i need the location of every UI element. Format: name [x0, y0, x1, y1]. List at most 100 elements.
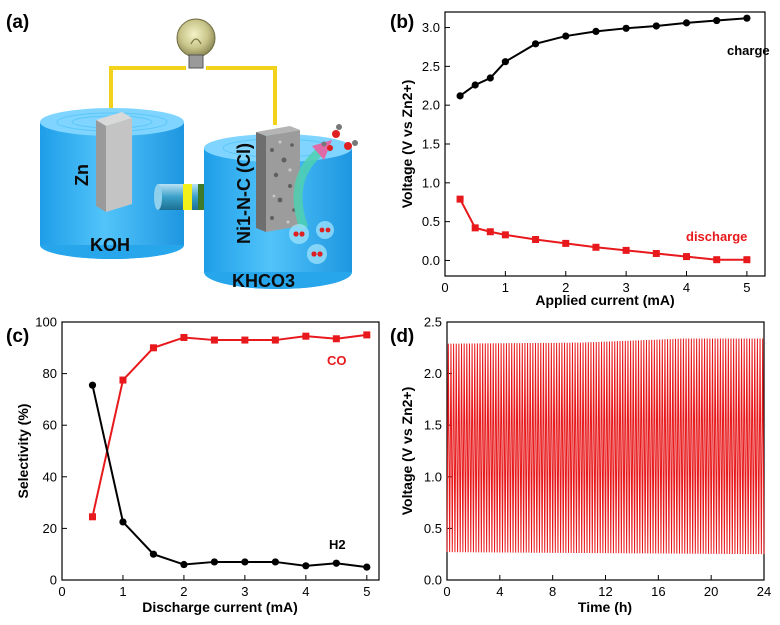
data-point [241, 336, 249, 344]
data-point [332, 559, 340, 567]
y-tick-label: 2.5 [424, 315, 442, 330]
series-label-charge: charge [727, 43, 770, 58]
data-point [149, 550, 158, 558]
x-tick-label: 8 [549, 584, 556, 599]
y-tick-label: 0.0 [424, 573, 442, 588]
data-point [501, 231, 509, 239]
data-point [562, 32, 570, 40]
data-point [532, 236, 540, 244]
data-point [486, 228, 494, 236]
y-tick-label: 100 [35, 315, 57, 330]
co2-bubble-icon [289, 221, 334, 264]
x-tick-label: 2 [180, 584, 187, 599]
x-tick-label: 1 [119, 584, 126, 599]
data-point [592, 27, 600, 36]
series-label-h2: H2 [329, 537, 346, 552]
x-tick-label: 2 [562, 280, 569, 295]
x-tick-label: 5 [363, 584, 370, 599]
y-tick-label: 0.5 [422, 214, 440, 229]
x-tick-label: 1 [502, 280, 509, 295]
x-tick-label: 4 [683, 280, 690, 295]
y-tick-label: 0.0 [422, 253, 440, 268]
plot-frame-c [61, 321, 380, 581]
data-point [332, 335, 340, 343]
data-point [622, 24, 630, 32]
data-point [501, 58, 509, 66]
y-tick-label: 80 [43, 366, 57, 381]
x-tick-label: 0 [58, 584, 65, 599]
data-point [271, 336, 279, 344]
data-point [456, 195, 464, 203]
plot-area-d [446, 338, 765, 555]
panel-b: (b) 0 1 2 3 4 5 0.0 0.5 1.0 1.5 2.0 2.5 3.0 Applied … [390, 11, 770, 308]
zinc-electrode [96, 112, 132, 212]
reaction-arrow-icon [293, 140, 332, 230]
plot-area-c [88, 331, 371, 571]
y-tick-label: 1.5 [424, 418, 442, 433]
panel-label-b: (b) [390, 12, 414, 33]
cathode-label: Ni1-N-C (Cl) [234, 143, 254, 244]
catholyte-label: KHCO3 [232, 271, 295, 291]
data-point [713, 16, 721, 25]
data-point [652, 249, 660, 257]
light-bulb-icon [176, 18, 216, 69]
y-tick-label: 2.5 [422, 59, 440, 74]
data-point [363, 563, 371, 571]
y-tick-label: 1.5 [422, 137, 440, 152]
data-point [743, 14, 751, 22]
y-tick-label: 3.0 [422, 20, 440, 35]
data-point [180, 333, 188, 341]
data-point [471, 224, 479, 232]
data-point [241, 558, 249, 566]
x-axis-label-d: Time (h) [578, 599, 632, 615]
series-label-discharge: discharge [686, 229, 747, 244]
x-tick-label: 5 [743, 280, 750, 295]
y-tick-label: 0.5 [424, 521, 442, 536]
x-tick-label: 0 [441, 280, 448, 295]
data-point [88, 513, 96, 521]
x-tick-label: 4 [496, 584, 503, 599]
x-tick-label: 4 [302, 584, 309, 599]
y-tick-label: 60 [43, 418, 57, 433]
cycling-trace [446, 338, 765, 555]
x-axis-label-b: Applied current (mA) [535, 292, 674, 308]
data-point [119, 376, 127, 384]
x-tick-label: 3 [241, 584, 248, 599]
y-tick-label: 20 [43, 521, 57, 536]
y-tick-label: 2.0 [424, 366, 442, 381]
x-tick-label: 3 [623, 280, 630, 295]
wire [109, 66, 277, 125]
data-point [302, 332, 310, 340]
data-point [271, 558, 279, 566]
data-point [210, 336, 218, 344]
data-point [592, 243, 600, 251]
panel-d: (d) 0 4 8 12 16 20 24 0.0 0.5 1.0 1.5 2.0 2.5 Time (… [390, 315, 771, 616]
anolyte-label: KOH [90, 235, 130, 255]
data-point [683, 253, 691, 261]
panel-label-a: (a) [6, 12, 29, 33]
x-tick-label: 16 [651, 584, 665, 599]
data-point [302, 562, 310, 570]
panel-label-c: (c) [6, 326, 29, 347]
x-tick-label: 0 [443, 584, 450, 599]
y-axis-label-b: Voltage (V vs Zn2+) [399, 80, 415, 209]
data-point [713, 256, 721, 264]
axis-ticks-b: 0 1 2 3 4 5 0.0 0.5 1.0 1.5 2.0 2.5 3.0 [422, 20, 751, 295]
series-label-co: CO [327, 353, 347, 368]
y-axis-label-d: Voltage (V vs Zn2+) [399, 387, 415, 516]
data-point [562, 239, 570, 247]
data-point [682, 19, 691, 27]
cathode-electrode [256, 126, 300, 232]
data-point [622, 246, 630, 254]
data-point [471, 81, 479, 89]
series-line [91, 333, 367, 518]
data-point [531, 40, 540, 48]
data-point [149, 344, 157, 352]
y-tick-label: 1.0 [424, 469, 442, 484]
anode-label: Zn [72, 164, 92, 186]
data-point [743, 256, 751, 264]
data-point [180, 560, 188, 569]
y-tick-label: 40 [43, 469, 57, 484]
co-molecule-icon [321, 124, 358, 151]
